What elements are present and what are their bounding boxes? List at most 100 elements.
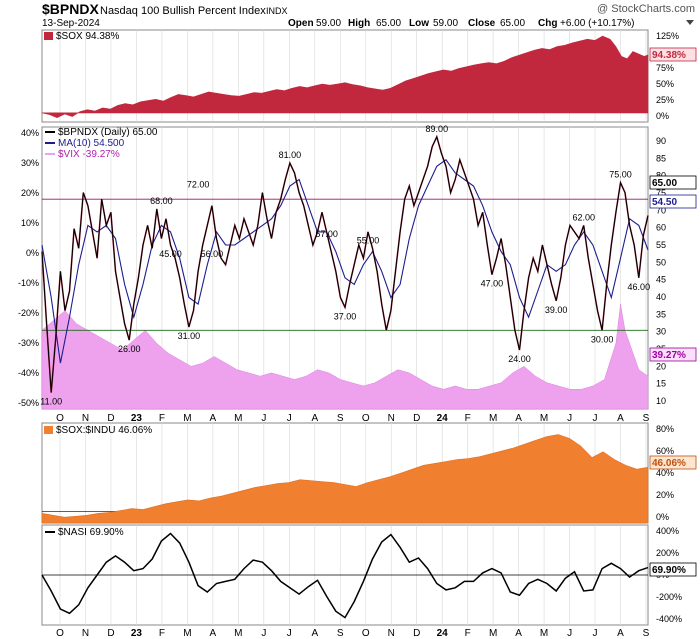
- x-tick-label: J: [261, 413, 266, 424]
- sox-last-value: 94.38%: [652, 50, 686, 61]
- point-annotation: 55.00: [357, 235, 380, 245]
- x-tick-label: S: [643, 413, 650, 424]
- x-tick-label-bottom: J: [593, 628, 598, 639]
- x-tick-label: N: [388, 413, 395, 424]
- x-tick-label-bottom: S: [643, 628, 650, 639]
- sox-y-tick: 125%: [656, 31, 679, 41]
- ratio-y-tick: 80%: [656, 424, 674, 434]
- x-tick-label-bottom: J: [261, 628, 266, 639]
- x-tick-label: O: [56, 413, 64, 424]
- x-tick-label: 24: [437, 413, 449, 424]
- x-tick-label-bottom: F: [159, 628, 165, 639]
- x-tick-label: A: [617, 413, 624, 424]
- ratio-last-value-box: [649, 455, 697, 470]
- x-tick-label: J: [287, 413, 292, 424]
- legend-bpndx: $BPNDX (Daily) 65.00: [58, 127, 158, 138]
- x-tick-label-bottom: O: [56, 628, 64, 639]
- ohlc-open: 59.00: [316, 18, 341, 29]
- ohlc-chg-label: Chg: [538, 18, 557, 29]
- x-tick-label-bottom: 23: [131, 628, 143, 639]
- nasi-last-value: 69.90%: [652, 565, 686, 576]
- nasi-y-tick: -400%: [656, 614, 682, 624]
- bpndx-right-tick: 60: [656, 223, 666, 233]
- point-annotation: 57.00: [315, 229, 338, 239]
- nasi-y-tick: -200%: [656, 592, 682, 602]
- legend-ratio: $SOX:$INDU 46.06%: [56, 425, 152, 436]
- legend-vix: $VIX -39.27%: [58, 149, 120, 160]
- ohlc-low-label: Low: [409, 18, 429, 29]
- ratio-last-value: 46.06%: [652, 458, 686, 469]
- bpndx-left-tick: -20%: [18, 308, 39, 318]
- bpndx-right-tick: 50: [656, 257, 666, 267]
- chart-symbol: $BPNDX: [42, 1, 99, 17]
- point-annotation: 39.00: [545, 305, 568, 315]
- bpndx-right-tick: 75: [656, 188, 666, 198]
- point-annotation: 45.00: [159, 249, 182, 259]
- chart-name: Nasdaq 100 Bullish Percent Index: [100, 5, 266, 17]
- bpndx-right-tick: 20: [656, 361, 666, 371]
- x-tick-label: S: [337, 413, 344, 424]
- ratio-area: [41, 434, 649, 524]
- ohlc-open-label: Open: [288, 18, 314, 29]
- x-tick-label: D: [107, 413, 114, 424]
- bpndx-last-value: 65.00: [652, 178, 677, 189]
- x-tick-label: N: [82, 413, 89, 424]
- chart-exchange: INDX: [266, 6, 288, 16]
- sox-last-value-box: [649, 47, 697, 62]
- x-tick-label: J: [567, 413, 572, 424]
- bpndx-line: [41, 135, 649, 393]
- bpndx-right-tick: 55: [656, 240, 666, 250]
- x-tick-label: D: [413, 413, 420, 424]
- x-tick-label-bottom: D: [107, 628, 114, 639]
- bpndx-left-tick: 20%: [21, 188, 39, 198]
- bpndx-right-tick: 45: [656, 275, 666, 285]
- x-tick-label-bottom: F: [465, 628, 471, 639]
- x-tick-label-bottom: N: [82, 628, 89, 639]
- bpndx-right-tick: 10: [656, 396, 666, 406]
- ma-last-value-box: [649, 194, 697, 209]
- bpndx-left-tick: 0%: [26, 248, 39, 258]
- sox-y-tick: 50%: [656, 79, 674, 89]
- x-tick-label-bottom: J: [567, 628, 572, 639]
- x-tick-label-bottom: M: [540, 628, 548, 639]
- x-tick-label: 23: [131, 413, 143, 424]
- x-tick-label-bottom: A: [210, 628, 217, 639]
- point-annotation: 46.00: [628, 282, 651, 292]
- chart-date: 13-Sep-2024: [42, 18, 100, 29]
- x-tick-label: A: [515, 413, 522, 424]
- legend-nasi: $NASI 69.90%: [58, 527, 124, 538]
- x-tick-label-bottom: A: [311, 628, 318, 639]
- ohlc-close-label: Close: [468, 18, 496, 29]
- x-tick-label-bottom: A: [617, 628, 624, 639]
- x-tick-label-bottom: M: [183, 628, 191, 639]
- legend-swatch-ratio: [44, 426, 53, 434]
- x-tick-label-bottom: D: [413, 628, 420, 639]
- ratio-y-tick: 0%: [656, 512, 669, 522]
- point-annotation: 62.00: [572, 212, 595, 222]
- ohlc-high-label: High: [348, 18, 370, 29]
- bpndx-left-tick: -10%: [18, 278, 39, 288]
- point-annotation: 30.00: [591, 334, 614, 344]
- x-tick-label: F: [159, 413, 165, 424]
- sox-y-tick: 25%: [656, 95, 674, 105]
- x-tick-label-bottom: S: [337, 628, 344, 639]
- point-annotation: 89.00: [426, 124, 449, 134]
- x-tick-label: F: [465, 413, 471, 424]
- x-tick-label-bottom: M: [489, 628, 497, 639]
- bpndx-right-tick: 90: [656, 136, 666, 146]
- point-annotation: 56.00: [201, 249, 224, 259]
- x-tick-label-bottom: N: [388, 628, 395, 639]
- ohlc-high: 65.00: [376, 18, 401, 29]
- sox-y-tick: 75%: [656, 63, 674, 73]
- sox-y-tick: 0%: [656, 111, 669, 121]
- x-tick-label: M: [540, 413, 548, 424]
- bpndx-left-tick: 40%: [21, 128, 39, 138]
- legend-ma: MA(10) 54.500: [58, 138, 125, 149]
- x-tick-label: A: [311, 413, 318, 424]
- bpndx-right-tick: 30: [656, 327, 666, 337]
- dropdown-arrow-icon[interactable]: [686, 20, 694, 25]
- x-tick-label: M: [234, 413, 242, 424]
- chart-panels: 125% 10 0% 75% 50% 25% 0% $SOX 94.38% 94.38% 40% 3…: [18, 29, 697, 639]
- point-annotation: 37.00: [334, 311, 357, 321]
- bpndx-right-tick: 70: [656, 205, 666, 215]
